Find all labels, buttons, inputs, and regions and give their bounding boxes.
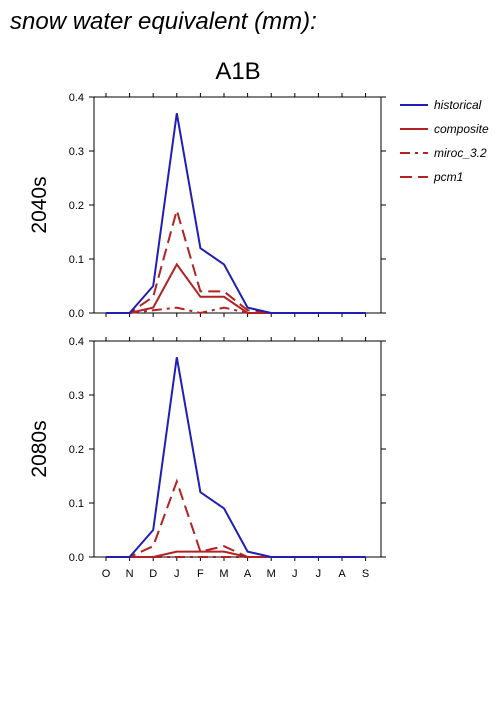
- x-tick-label: J: [292, 568, 298, 580]
- x-tick-label: A: [244, 568, 252, 580]
- y-tick-label: 0.2: [69, 444, 84, 456]
- y-tick-label: 0.1: [69, 254, 84, 266]
- panel-label: 2040s: [28, 176, 51, 233]
- y-tick-label: 0.2: [69, 200, 84, 212]
- y-tick-label: 0.4: [69, 92, 84, 104]
- y-tick-label: 0.3: [69, 390, 84, 402]
- series-line-historical: [106, 357, 366, 558]
- x-tick-label: D: [149, 568, 157, 580]
- x-tick-label: O: [102, 568, 111, 580]
- x-tick-label: J: [316, 568, 322, 580]
- y-tick-label: 0.0: [69, 552, 84, 564]
- x-tick-label: F: [197, 568, 204, 580]
- plot-frame: [93, 340, 382, 558]
- chart-title: snow water equivalent (mm):: [10, 8, 317, 35]
- legend-label: pcm1: [433, 170, 463, 184]
- legend-label: composite: [434, 122, 489, 136]
- plot-frame: [93, 96, 382, 314]
- panel-label: 2080s: [28, 420, 51, 477]
- legend-label: historical: [434, 98, 482, 112]
- series-line-pcm1: [106, 206, 366, 314]
- series-line-composite: [106, 262, 366, 314]
- y-tick-label: 0.1: [69, 498, 84, 510]
- series-line-miroc-3-2: [106, 306, 366, 315]
- series-line-pcm1: [106, 478, 366, 558]
- y-tick-label: 0.0: [69, 308, 84, 320]
- y-tick-label: 0.4: [69, 336, 84, 348]
- x-tick-label: N: [126, 568, 134, 580]
- legend-label: miroc_3.2: [434, 146, 487, 160]
- y-tick-label: 0.3: [69, 146, 84, 158]
- x-tick-label: M: [267, 568, 276, 580]
- x-tick-label: S: [362, 568, 369, 580]
- x-tick-label: A: [338, 568, 346, 580]
- series-line-historical: [106, 113, 366, 314]
- x-tick-label: J: [174, 568, 180, 580]
- x-tick-label: M: [219, 568, 228, 580]
- scenario-title: A1B: [215, 58, 261, 85]
